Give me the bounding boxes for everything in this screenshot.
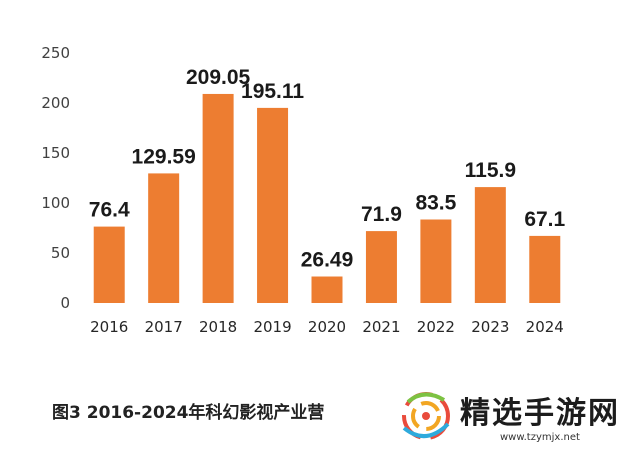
data-label: 67.1: [524, 208, 565, 231]
y-tick-label: 50: [51, 244, 70, 262]
y-tick-label: 150: [41, 144, 70, 162]
data-label: 209.05: [186, 66, 251, 89]
data-label: 83.5: [415, 192, 456, 215]
y-tick-label: 250: [41, 44, 70, 62]
x-tick-label: 2019: [253, 318, 291, 336]
bar-chart: 0 50 100 150 200 250 2016 2017 2018 2019 2020 2021…: [41, 44, 566, 336]
figure-caption: 图3 2016-2024年科幻影视产业营: [52, 403, 325, 423]
data-label: 71.9: [361, 203, 402, 226]
bar-2022: [420, 219, 452, 303]
site-logo-icon: [402, 392, 450, 440]
bar-2019: [257, 107, 289, 303]
bar-2016: [93, 226, 125, 303]
watermark: 精选手游网 www.tzymjx.net: [390, 380, 636, 450]
bar-2021: [365, 231, 397, 303]
data-label: 26.49: [301, 249, 354, 272]
x-axis: 2016 2017 2018 2019 2020 2021 2022 2023 2024: [90, 318, 564, 336]
watermark-url: www.tzymjx.net: [500, 432, 580, 443]
x-tick-label: 2024: [526, 318, 564, 336]
bar-2024: [529, 235, 561, 303]
y-tick-label: 0: [60, 294, 70, 312]
x-tick-label: 2017: [145, 318, 183, 336]
watermark-site-name: 精选手游网: [460, 396, 620, 431]
x-tick-label: 2020: [308, 318, 346, 336]
y-axis: 0 50 100 150 200 250: [41, 44, 70, 312]
y-tick-label: 200: [41, 94, 70, 112]
x-tick-label: 2022: [417, 318, 455, 336]
y-tick-label: 100: [41, 194, 70, 212]
data-label: 129.59: [132, 145, 196, 168]
x-tick-label: 2018: [199, 318, 237, 336]
data-label: 195.11: [241, 80, 304, 103]
x-tick-label: 2023: [471, 318, 509, 336]
bar-2020: [311, 276, 343, 303]
data-label: 76.4: [89, 199, 130, 222]
bar-2023: [474, 187, 506, 303]
x-tick-label: 2016: [90, 318, 128, 336]
bar-2017: [148, 173, 180, 303]
bar-2018: [202, 93, 234, 303]
data-label: 115.9: [465, 159, 516, 182]
x-tick-label: 2021: [362, 318, 400, 336]
bars: [93, 93, 561, 303]
